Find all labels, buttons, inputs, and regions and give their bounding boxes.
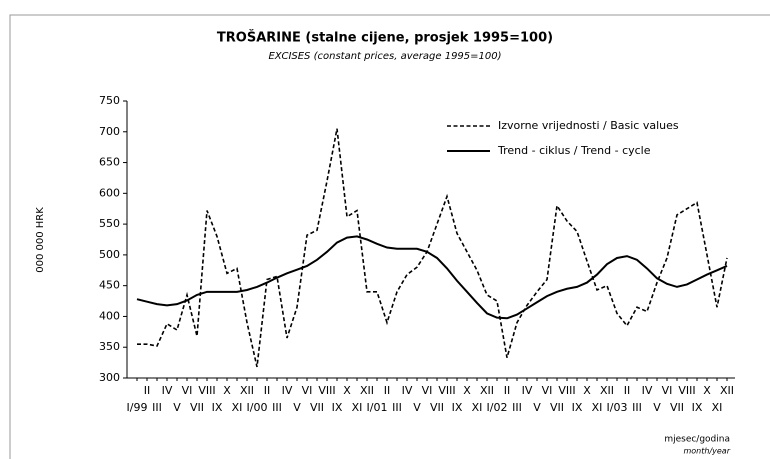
x-tick-label: II <box>624 384 631 397</box>
x-tick-label: I/99 <box>127 401 148 414</box>
x-tick-label: XII <box>600 384 614 397</box>
x-tick-label: VI <box>182 384 193 397</box>
chart-title: TROŠARINE (stalne cijene, prosjek 1995=1… <box>217 30 553 46</box>
x-tick-label: III <box>272 401 282 414</box>
x-tick-label: XI <box>232 401 243 414</box>
frame <box>9 14 770 459</box>
x-tick-label: IV <box>642 384 653 397</box>
x-tick-label: III <box>632 401 642 414</box>
y-axis-label: 000 000 HRK <box>35 207 46 273</box>
y-tick-label: 300 <box>99 371 120 384</box>
x-tick-label: VIII <box>318 384 335 397</box>
x-tick-label: X <box>703 384 711 397</box>
x-tick-label: I/03 <box>607 401 628 414</box>
x-tick-label: IX <box>332 401 343 414</box>
y-tick-label: 350 <box>99 340 120 353</box>
x-tick-label: VI <box>662 384 673 397</box>
x-tick-label: VI <box>542 384 553 397</box>
x-tick-label: XII <box>480 384 494 397</box>
x-axis-label-en: month/year <box>683 447 730 456</box>
y-tick-label: 600 <box>99 186 120 199</box>
x-tick-label: VI <box>422 384 433 397</box>
x-tick-label: X <box>583 384 591 397</box>
x-tick-label: IV <box>282 384 293 397</box>
x-tick-label: XII <box>360 384 374 397</box>
y-tick-label: 650 <box>99 156 120 169</box>
x-tick-label: IV <box>402 384 413 397</box>
x-tick-label: IV <box>522 384 533 397</box>
x-tick-label: VI <box>302 384 313 397</box>
x-tick-label: XII <box>240 384 254 397</box>
x-tick-label: X <box>463 384 471 397</box>
y-tick-label: 500 <box>99 248 120 261</box>
x-tick-label: III <box>512 401 522 414</box>
x-tick-label: VII <box>550 401 564 414</box>
legend-label: Izvorne vrijednosti / Basic values <box>498 119 679 132</box>
x-tick-label: VIII <box>558 384 575 397</box>
x-tick-label: VII <box>670 401 684 414</box>
x-tick-label: V <box>413 401 421 414</box>
y-tick-label: 400 <box>99 309 120 322</box>
x-tick-label: III <box>152 401 162 414</box>
x-tick-label: III <box>392 401 402 414</box>
x-tick-label: IX <box>572 401 583 414</box>
x-tick-label: X <box>343 384 351 397</box>
x-tick-label: V <box>653 401 661 414</box>
x-tick-label: XII <box>720 384 734 397</box>
x-tick-label: V <box>173 401 181 414</box>
x-tick-label: VII <box>190 401 204 414</box>
x-tick-label: XI <box>592 401 603 414</box>
x-tick-label: VII <box>430 401 444 414</box>
y-tick-label: 750 <box>99 94 120 107</box>
x-tick-label: VII <box>310 401 324 414</box>
x-tick-label: II <box>144 384 151 397</box>
y-tick-label: 700 <box>99 125 120 138</box>
x-tick-label: I/01 <box>367 401 388 414</box>
x-tick-label: II <box>264 384 271 397</box>
x-tick-label: V <box>533 401 541 414</box>
x-tick-label: IX <box>212 401 223 414</box>
legend-label: Trend - ciklus / Trend - cycle <box>497 144 651 157</box>
x-tick-label: VIII <box>438 384 455 397</box>
x-tick-label: II <box>384 384 391 397</box>
series-line <box>137 128 728 368</box>
x-tick-label: IX <box>452 401 463 414</box>
x-tick-label: XI <box>352 401 363 414</box>
y-tick-label: 550 <box>99 217 120 230</box>
series-line <box>136 235 728 320</box>
x-tick-label: XI <box>472 401 483 414</box>
chart-subtitle: EXCISES (constant prices, average 1995=1… <box>268 51 501 62</box>
x-axis-label: mjesec/godina <box>664 435 730 445</box>
x-tick-label: I/02 <box>487 401 508 414</box>
x-tick-label: X <box>223 384 231 397</box>
x-tick-label: VIII <box>198 384 215 397</box>
x-tick-label: IX <box>692 401 703 414</box>
x-tick-label: VIII <box>678 384 695 397</box>
x-tick-label: IV <box>162 384 173 397</box>
x-tick-label: I/00 <box>247 401 268 414</box>
x-tick-label: II <box>504 384 511 397</box>
x-tick-label: XI <box>712 401 723 414</box>
y-tick-label: 450 <box>99 279 120 292</box>
x-tick-label: V <box>293 401 301 414</box>
